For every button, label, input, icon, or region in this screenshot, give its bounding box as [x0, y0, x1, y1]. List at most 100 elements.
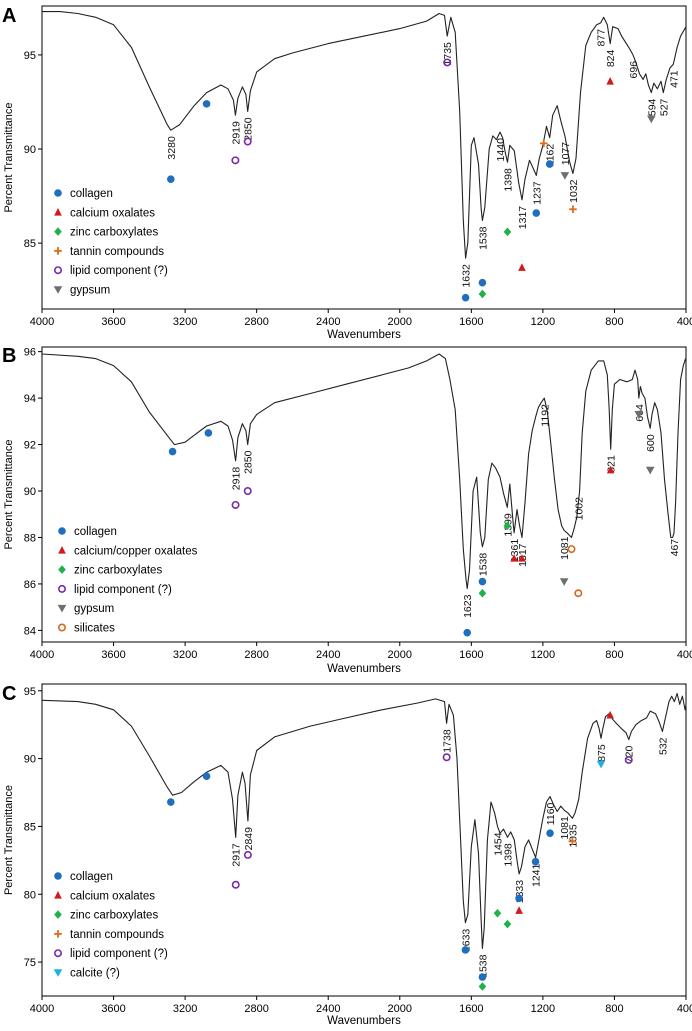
legend-label: silicates	[74, 623, 115, 635]
band-label: 2850	[243, 117, 255, 141]
marker-gypsum	[560, 172, 570, 180]
y-tick-label: 85	[24, 821, 36, 833]
marker-lipid	[442, 753, 451, 762]
marker-lipid	[231, 156, 240, 165]
y-tick-label: 95	[24, 50, 36, 62]
spectrum-panel-b: B 4000 3600 3200 2800 2400 2000 1600 1200 800 400 8…	[2, 345, 692, 675]
marker-zinc	[478, 289, 487, 299]
legend: collagen calcium/copper oxalates zinc carb…	[57, 526, 198, 635]
x-tick-label: 3200	[173, 316, 197, 328]
legend-label: tannin compounds	[70, 929, 164, 941]
marker-collagen	[478, 973, 487, 981]
legend-symbol-oxalate	[54, 208, 62, 216]
x-tick-label: 3600	[101, 649, 125, 661]
marker-oxalate	[606, 76, 614, 85]
x-axis-label: Wavenumbers	[327, 329, 401, 341]
band-label: 1440	[495, 138, 507, 162]
band-label: 2917	[231, 843, 243, 867]
x-tick-label: 2800	[244, 649, 268, 661]
marker-collagen	[167, 175, 175, 183]
legend-label: zinc carboxylates	[70, 910, 158, 922]
band-label: 1361	[509, 539, 521, 563]
x-tick-label: 1600	[459, 1003, 483, 1015]
marker-collagen	[545, 160, 554, 168]
legend-label: lipid component (?)	[70, 265, 168, 277]
x-tick-label: 400	[677, 649, 692, 661]
x-tick-label: 3600	[101, 1003, 125, 1015]
band-label: 1162	[545, 144, 557, 167]
y-tick-label: 94	[24, 393, 36, 405]
x-tick-label: 2000	[388, 649, 412, 661]
band-label: 821	[606, 455, 618, 473]
marker-oxalate	[510, 554, 518, 562]
band-label: 1317	[517, 543, 529, 567]
band-label: 1538	[477, 226, 489, 250]
x-tick-label: 2000	[388, 316, 412, 328]
marker-tannin	[569, 205, 577, 214]
plot-frame	[41, 346, 687, 643]
x-axis-label: Wavenumbers	[327, 1015, 401, 1026]
marker-lipid	[243, 137, 252, 146]
band-label: 1032	[568, 179, 580, 203]
x-tick-label: 2400	[316, 1003, 340, 1015]
x-tick-label: 2800	[244, 316, 268, 328]
band-label: 1538	[477, 954, 489, 978]
marker-calcite	[596, 760, 606, 769]
y-tick-label: 90	[24, 144, 36, 156]
marker-collagen	[478, 577, 487, 586]
marker-zinc	[478, 982, 487, 991]
marker-zinc	[478, 588, 487, 598]
legend-label: calcium oxalates	[70, 207, 155, 219]
marker-collagen	[202, 772, 211, 781]
panel-letter: C	[2, 683, 16, 705]
marker-zinc	[503, 521, 512, 531]
y-tick-label: 96	[24, 347, 36, 359]
legend-label: collagen	[74, 526, 117, 538]
band-label: 471	[668, 70, 680, 88]
marker-oxalate	[518, 554, 526, 562]
legend-symbol-zinc	[54, 910, 62, 919]
y-tick-label: 95	[24, 686, 36, 698]
marker-silicate	[574, 589, 583, 598]
marker-zinc	[503, 227, 512, 237]
band-label: 1035	[567, 824, 579, 848]
band-label: 1398	[502, 168, 514, 192]
marker-collagen	[546, 829, 554, 838]
panel-letter: A	[2, 5, 16, 27]
x-tick-label: 3600	[101, 316, 125, 328]
legend-symbol-zinc	[58, 565, 66, 574]
legend-symbol-collagen	[54, 872, 62, 880]
band-label: 1454	[492, 832, 504, 856]
y-tick-label: 90	[24, 486, 36, 498]
marker-lipid	[243, 487, 252, 496]
marker-zinc	[493, 908, 502, 918]
marker-collagen	[531, 857, 540, 866]
legend-symbol-oxalate	[58, 546, 66, 554]
x-tick-label: 800	[605, 316, 623, 328]
marker-zinc	[503, 919, 512, 929]
spectrum-line	[41, 692, 687, 950]
plot-frame	[41, 5, 687, 310]
band-label: 2919	[230, 121, 242, 145]
y-tick-label: 84	[24, 625, 36, 637]
marker-collagen	[168, 447, 177, 456]
band-label: 1002	[573, 497, 585, 521]
legend-label: lipid component (?)	[70, 948, 168, 960]
y-tick-label: 75	[24, 957, 36, 969]
legend-symbol-silicate	[57, 623, 66, 632]
legend-label: collagen	[70, 188, 113, 200]
marker-oxalate	[606, 465, 615, 474]
legend-symbol-gypsum	[57, 604, 67, 613]
x-tick-label: 1600	[459, 316, 483, 328]
band-label: 1398	[502, 843, 514, 867]
marker-oxalate	[606, 710, 614, 719]
x-tick-label: 2800	[244, 1003, 268, 1015]
band-label: 1077	[560, 142, 572, 166]
y-tick-label: 90	[24, 754, 36, 766]
x-tick-label: 400	[677, 1003, 692, 1015]
spectrum-panel-a: A 4000 3600 3200 2800 2400 2000 1600 1200 800 400 8…	[2, 5, 692, 341]
band-label: 467	[669, 539, 681, 557]
y-tick-label: 88	[24, 532, 36, 544]
legend-label: calcium/copper oxalates	[74, 545, 198, 557]
x-tick-label: 800	[605, 649, 623, 661]
